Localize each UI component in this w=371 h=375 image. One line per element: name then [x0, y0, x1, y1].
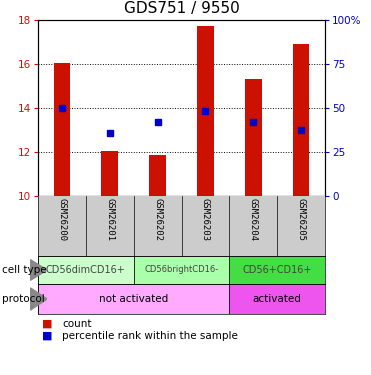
Text: GSM26203: GSM26203	[201, 198, 210, 241]
Bar	[101, 151, 118, 196]
Text: activated: activated	[253, 294, 302, 304]
Text: percentile rank within the sample: percentile rank within the sample	[62, 331, 238, 341]
Bar	[134, 256, 229, 284]
Text: ■: ■	[42, 319, 52, 329]
Text: count: count	[62, 319, 92, 329]
Text: GSM26205: GSM26205	[296, 198, 306, 241]
Text: CD56brightCD16-: CD56brightCD16-	[144, 266, 219, 274]
Bar	[149, 155, 166, 196]
Bar	[38, 284, 229, 314]
Polygon shape	[30, 260, 47, 280]
Text: GSM26202: GSM26202	[153, 198, 162, 241]
Bar	[229, 256, 325, 284]
Text: not activated: not activated	[99, 294, 168, 304]
Text: cell type: cell type	[2, 265, 46, 275]
Polygon shape	[30, 288, 47, 310]
Text: GSM26204: GSM26204	[249, 198, 258, 241]
Text: CD56dimCD16+: CD56dimCD16+	[46, 265, 126, 275]
Bar	[293, 44, 309, 196]
Text: GDS751 / 9550: GDS751 / 9550	[124, 1, 239, 16]
Text: ■: ■	[42, 331, 52, 341]
Bar	[245, 80, 262, 196]
Text: CD56+CD16+: CD56+CD16+	[243, 265, 312, 275]
Bar	[229, 284, 325, 314]
Text: GSM26201: GSM26201	[105, 198, 114, 241]
Text: protocol: protocol	[2, 294, 45, 304]
Bar	[53, 63, 70, 196]
Bar	[38, 256, 134, 284]
Text: GSM26200: GSM26200	[58, 198, 66, 241]
Bar	[197, 26, 214, 196]
